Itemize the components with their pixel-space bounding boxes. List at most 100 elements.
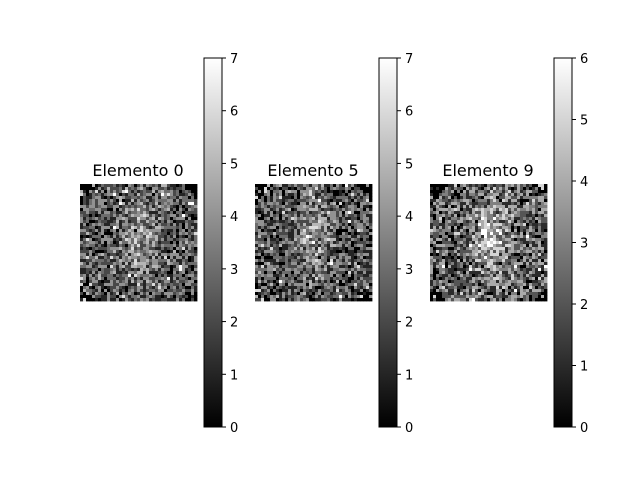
heatmap-cell [439,217,443,221]
heatmap-cell [487,283,491,287]
heatmap-cell [188,235,192,239]
heatmap-cell [194,244,198,248]
heatmap-cell [273,253,277,257]
heatmap-cell [285,226,289,230]
heatmap-cell [342,241,346,245]
heatmap-cell [354,244,358,248]
heatmap-cell [92,211,96,215]
heatmap-cell [520,271,524,275]
heatmap-cell [348,238,352,242]
heatmap-cell [270,229,274,233]
heatmap-cell [354,187,358,191]
colorbar-tick-label: 0 [230,421,238,436]
heatmap-cell [481,250,485,254]
heatmap-cell [478,229,482,233]
heatmap-cell [258,295,262,299]
heatmap-cell [282,199,286,203]
heatmap-cell [363,202,367,206]
heatmap-cell [137,289,141,293]
heatmap-cell [318,211,322,215]
heatmap-cell [92,187,96,191]
heatmap-cell [508,277,512,281]
heatmap-cell [158,259,162,263]
heatmap-cell [538,268,542,272]
heatmap-cell [526,280,530,284]
heatmap-cell [315,211,319,215]
heatmap-cell [282,190,286,194]
heatmap-cell [493,229,497,233]
heatmap-cell [363,184,367,188]
heatmap-cell [454,235,458,239]
heatmap-cell [279,292,283,296]
heatmap-cell [297,292,301,296]
heatmap-cell [496,244,500,248]
heatmap-cell [86,217,90,221]
heatmap-cell [487,274,491,278]
heatmap-cell [158,199,162,203]
heatmap-cell [487,187,491,191]
heatmap-cell [116,259,120,263]
heatmap-cell [544,256,548,260]
heatmap-cell [342,220,346,224]
heatmap-cell [357,223,361,227]
heatmap-cell [107,196,111,200]
heatmap-cell [342,232,346,236]
heatmap-cell [475,271,479,275]
heatmap-cell [508,232,512,236]
heatmap-cell [538,211,542,215]
heatmap-cell [496,205,500,209]
heatmap-cell [294,295,298,299]
heatmap-cell [484,253,488,257]
heatmap-cell [357,277,361,281]
heatmap-cell [357,244,361,248]
heatmap-cell [303,184,307,188]
heatmap-cell [152,292,156,296]
heatmap-cell [490,250,494,254]
heatmap-cell [499,250,503,254]
heatmap-cell [330,241,334,245]
heatmap-cell [508,214,512,218]
heatmap-cell [140,229,144,233]
heatmap-cell [333,253,337,257]
heatmap-cell [457,187,461,191]
heatmap-cell [532,208,536,212]
heatmap-cell [306,196,310,200]
heatmap-cell [345,253,349,257]
heatmap-cell [125,286,129,290]
heatmap-cell [98,217,102,221]
heatmap-cell [267,280,271,284]
heatmap-cell [466,187,470,191]
heatmap-cell [86,199,90,203]
heatmap-cell [137,277,141,281]
heatmap-cell [330,229,334,233]
heatmap-cell [276,292,280,296]
heatmap-cell [463,286,467,290]
heatmap-cell [288,205,292,209]
heatmap-cell [173,220,177,224]
heatmap-cell [303,196,307,200]
heatmap-cell [318,286,322,290]
heatmap-cell [366,244,370,248]
heatmap-cell [300,220,304,224]
heatmap-cell [433,220,437,224]
heatmap-cell [324,184,328,188]
heatmap-cell [122,238,126,242]
heatmap-cell [107,193,111,197]
heatmap-cell [442,262,446,266]
heatmap-cell [276,208,280,212]
heatmap-cell [499,238,503,242]
heatmap-cell [315,262,319,266]
heatmap-cell [191,256,195,260]
heatmap-cell [86,250,90,254]
heatmap-cell [297,235,301,239]
heatmap-cell [270,235,274,239]
heatmap-cell [324,271,328,275]
heatmap-cell [152,295,156,299]
heatmap-cell [469,295,473,299]
heatmap-cell [481,205,485,209]
heatmap-cell [185,247,189,251]
heatmap-cell [312,193,316,197]
heatmap-cell [188,199,192,203]
heatmap-cell [523,298,527,302]
heatmap-cell [357,256,361,260]
